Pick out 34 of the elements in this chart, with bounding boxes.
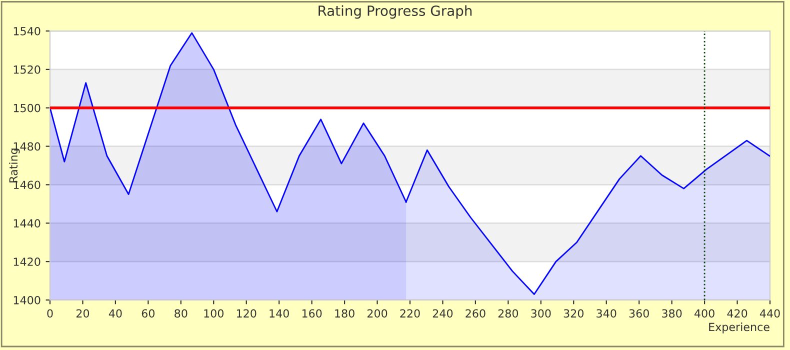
x-tick-label: 300 xyxy=(531,309,551,318)
x-tick-label: 380 xyxy=(662,309,682,318)
y-tick-label: 1420 xyxy=(14,258,40,266)
x-tick-label: 80 xyxy=(174,309,188,318)
x-tick-label: 120 xyxy=(236,309,256,318)
x-tick-label: 220 xyxy=(400,309,420,318)
x-tick-label: 240 xyxy=(432,309,453,318)
x-tick-label: 320 xyxy=(564,309,584,318)
x-tick-label: 340 xyxy=(596,309,616,318)
y-tick-label: 1400 xyxy=(14,296,40,304)
x-tick-label: 100 xyxy=(204,309,224,318)
x-tick-label: 160 xyxy=(302,309,322,318)
x-tick-label: 260 xyxy=(466,309,486,318)
x-tick-label: 20 xyxy=(76,309,90,318)
x-tick-label: 400 xyxy=(694,309,714,318)
x-tick-label: 420 xyxy=(727,309,748,318)
x-tick-label: 200 xyxy=(367,309,388,318)
y-tick-label: 1440 xyxy=(14,219,40,228)
x-tick-label: 440 xyxy=(760,309,780,318)
x-tick-label: 0 xyxy=(47,309,53,318)
chart-title: Rating Progress Graph xyxy=(318,5,472,19)
y-axis-title: Rating xyxy=(9,148,20,182)
x-tick-label: 360 xyxy=(629,309,649,318)
x-tick-label: 180 xyxy=(335,309,354,318)
y-tick-label: 1480 xyxy=(14,142,40,151)
x-tick-label: 60 xyxy=(142,309,155,318)
y-tick-label: 1500 xyxy=(14,104,40,112)
y-tick-label: 1460 xyxy=(14,180,40,190)
x-tick-label: 40 xyxy=(108,309,122,318)
x-tick-label: 140 xyxy=(270,309,289,318)
x-tick-label: 280 xyxy=(498,309,518,318)
x-axis-title: Experience xyxy=(709,322,770,334)
y-tick-label: 1540 xyxy=(14,26,40,36)
y-tick-label: 1520 xyxy=(14,65,40,74)
